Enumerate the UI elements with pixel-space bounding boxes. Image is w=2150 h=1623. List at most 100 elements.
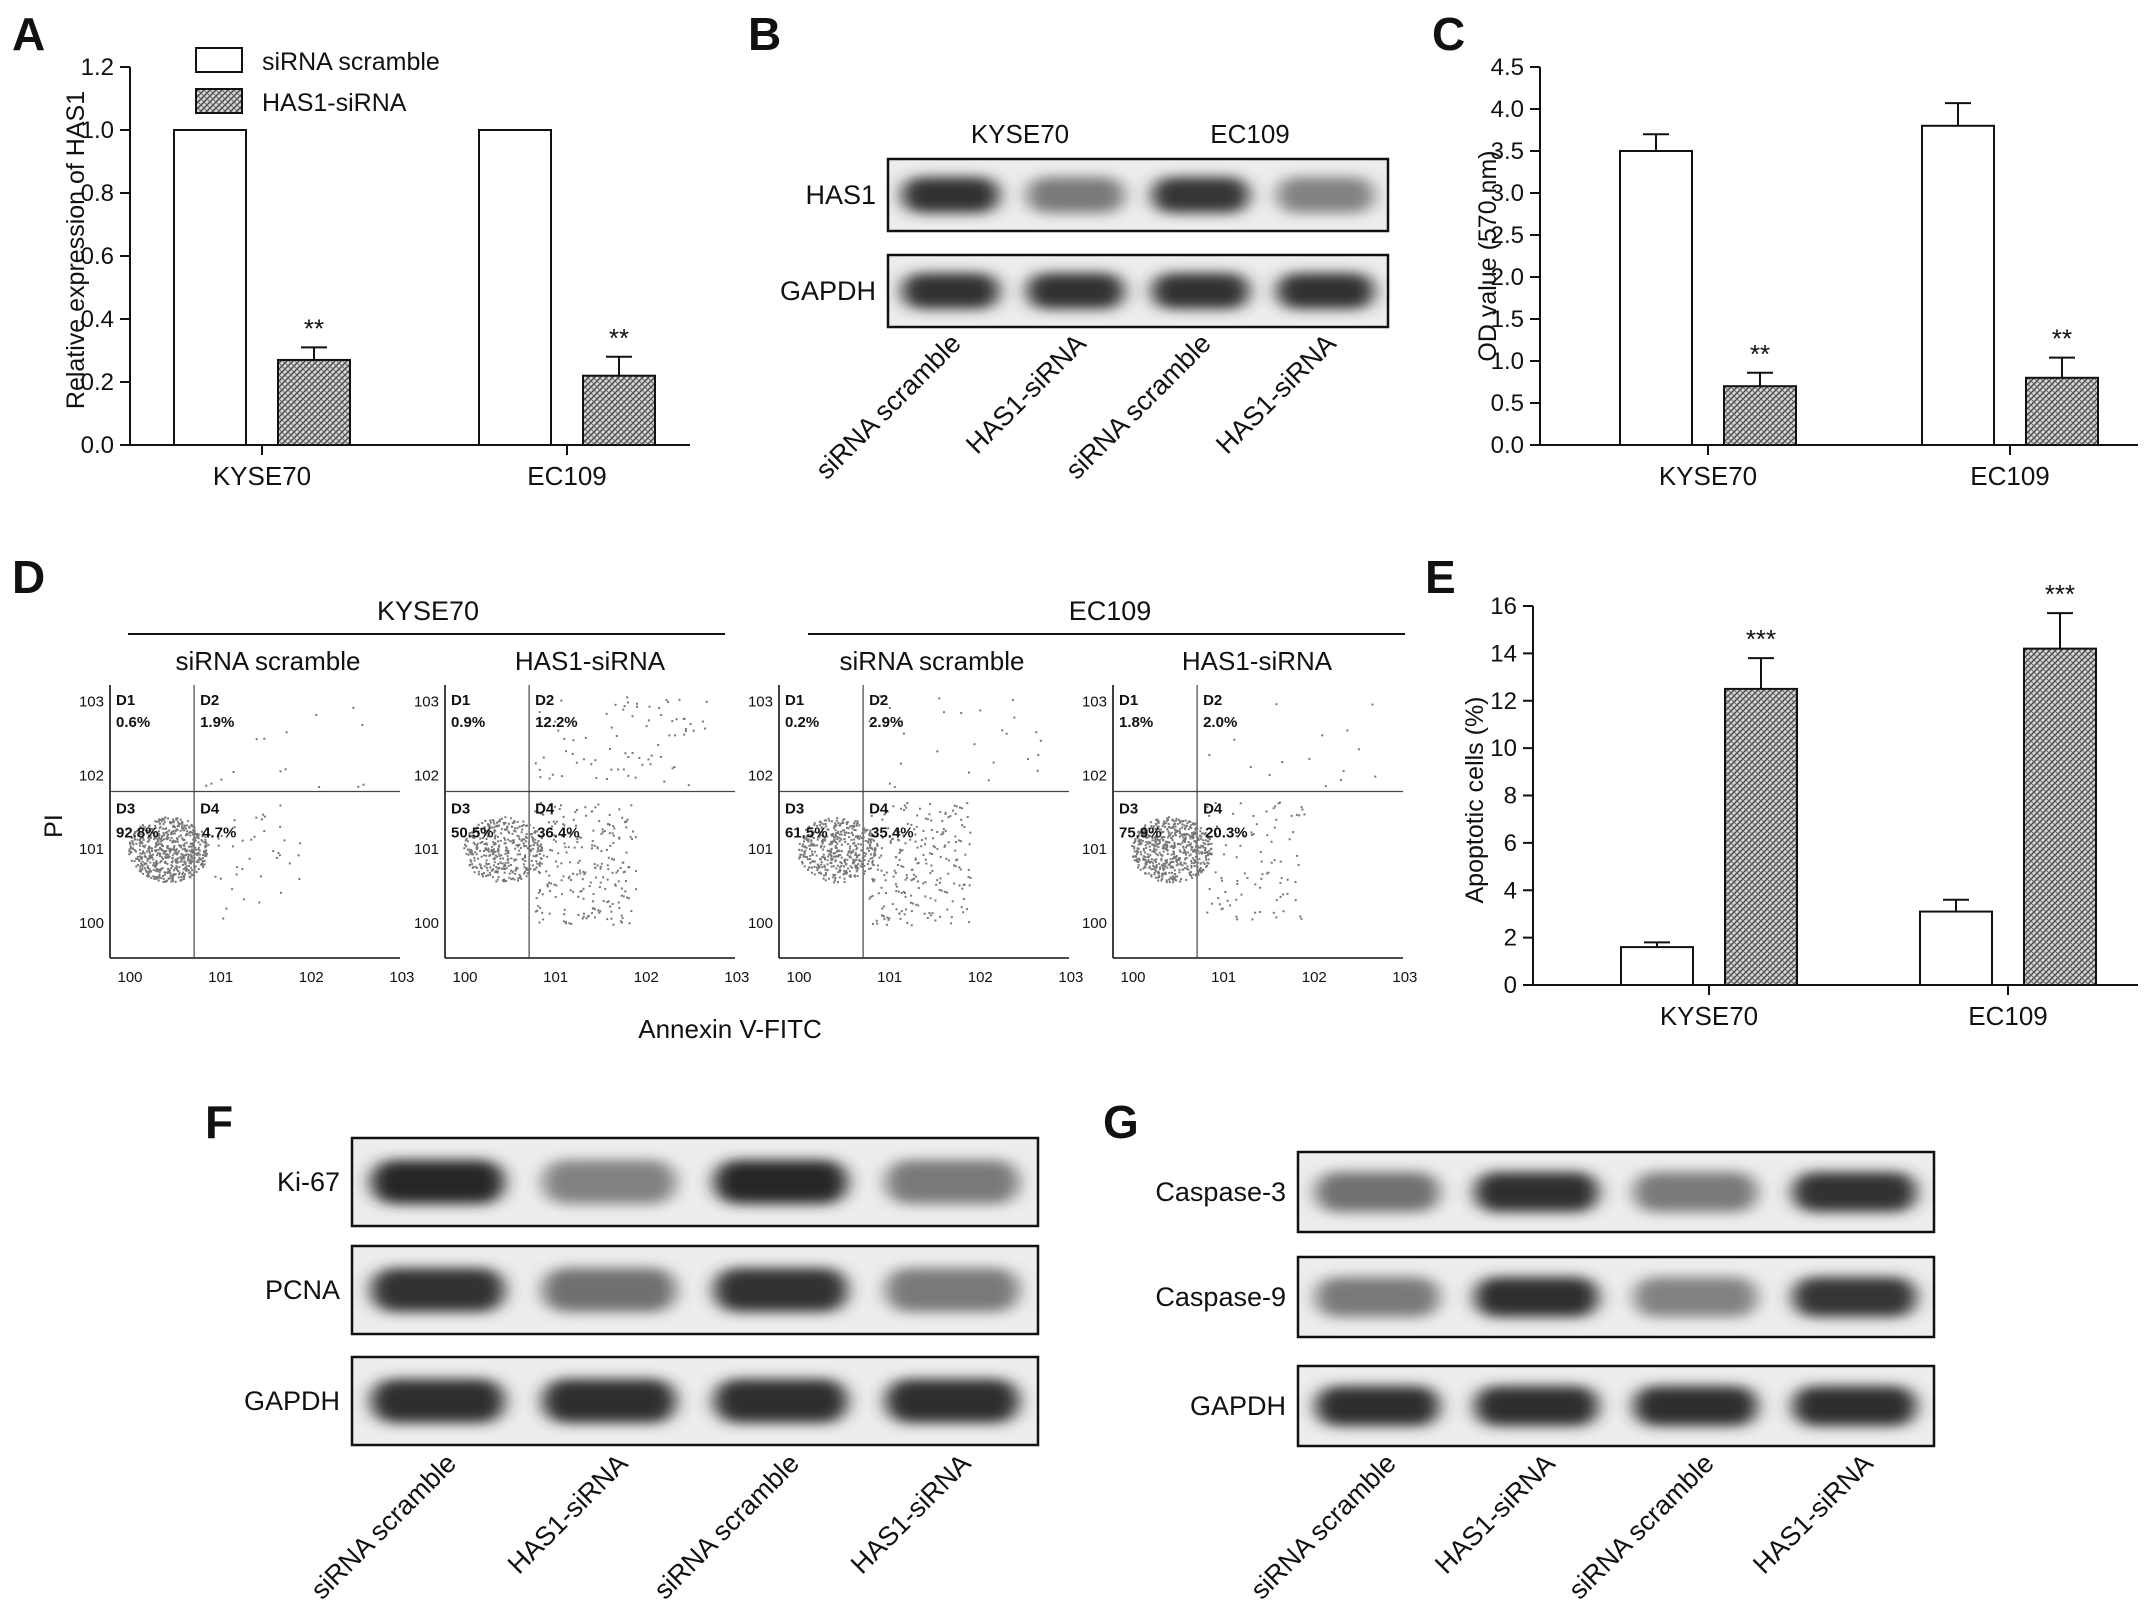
flow-event — [492, 864, 495, 867]
flow-event — [612, 825, 615, 828]
flow-x-tick-label: 101 — [1211, 969, 1236, 986]
flow-event — [504, 842, 507, 845]
flow-event — [885, 923, 888, 926]
flow-event — [1157, 846, 1160, 849]
flow-event — [155, 859, 158, 862]
flow-event — [626, 818, 629, 821]
flow-event — [816, 863, 819, 866]
flow-event — [159, 853, 162, 856]
flow-event — [803, 865, 806, 868]
y-axis-label-d: PI — [40, 814, 68, 838]
flow-event — [924, 858, 927, 861]
flow-event — [1346, 729, 1349, 732]
flow-event — [1161, 867, 1164, 870]
flow-event — [575, 761, 578, 764]
flow-event — [617, 901, 620, 904]
flow-event — [1160, 831, 1163, 834]
flow-event — [160, 860, 163, 863]
quadrant-value: 12.2% — [535, 714, 578, 731]
flow-event — [966, 802, 969, 805]
flow-event — [863, 858, 866, 861]
flow-event — [839, 854, 842, 857]
flow-event — [866, 847, 869, 850]
flow-event — [188, 826, 191, 829]
flow-event — [521, 857, 524, 860]
flow-event — [540, 837, 543, 840]
flow-event — [846, 821, 849, 824]
flow-event — [504, 852, 507, 855]
flow-event — [929, 897, 932, 900]
flow-event — [181, 837, 184, 840]
flow-event — [895, 885, 898, 888]
flow-event — [497, 845, 500, 848]
flow-event — [1275, 899, 1278, 902]
flow-event — [889, 841, 892, 844]
flow-event — [1272, 807, 1275, 810]
quadrant-name: D1 — [1119, 692, 1138, 709]
flow-event — [888, 917, 891, 920]
flow-event — [898, 724, 901, 727]
flow-event — [561, 893, 564, 896]
flow-event — [164, 831, 167, 834]
flow-event — [503, 823, 506, 826]
flow-event — [663, 780, 666, 783]
flow-event — [188, 875, 191, 878]
flow-event — [535, 860, 538, 863]
flow-event — [798, 849, 801, 852]
flow-event — [631, 715, 634, 718]
flow-event — [820, 872, 823, 875]
flow-event — [190, 856, 193, 859]
flow-event — [855, 856, 858, 859]
flow-event — [158, 842, 161, 845]
flow-event — [241, 839, 244, 842]
flow-event — [869, 829, 872, 832]
flow-event — [504, 864, 507, 867]
flow-event — [165, 827, 168, 830]
flow-event — [473, 859, 476, 862]
flow-event — [900, 891, 903, 894]
flow-event — [813, 865, 816, 868]
flow-event — [1176, 822, 1179, 825]
flow-event — [541, 911, 544, 914]
flow-event — [187, 855, 190, 858]
flow-event — [1171, 881, 1174, 884]
flow-event — [1151, 843, 1154, 846]
flow-event — [494, 825, 497, 828]
flow-event — [917, 887, 920, 890]
flow-event — [822, 835, 825, 838]
flow-event — [172, 832, 175, 835]
flow-event — [1144, 866, 1147, 869]
flow-event — [537, 905, 540, 908]
flow-event — [498, 820, 501, 823]
flow-event — [147, 875, 150, 878]
flow-event — [824, 871, 827, 874]
flow-event — [505, 846, 508, 849]
flow-event — [152, 858, 155, 861]
flow-event — [1173, 872, 1176, 875]
flow-event — [188, 858, 191, 861]
flow-event — [1224, 890, 1227, 893]
flow-event — [503, 836, 506, 839]
flow-event — [532, 855, 535, 858]
flow-event — [625, 820, 628, 823]
flow-event — [1169, 862, 1172, 865]
flow-event — [1207, 843, 1210, 846]
blot-band — [885, 1160, 1020, 1204]
flow-event — [930, 864, 933, 867]
flow-event — [962, 911, 965, 914]
flow-event — [515, 866, 518, 869]
flow-event — [839, 861, 842, 864]
flow-event — [812, 860, 815, 863]
flow-event — [146, 829, 149, 832]
flow-event — [492, 841, 495, 844]
flow-event — [1208, 843, 1211, 846]
flow-event — [1154, 870, 1157, 873]
flow-event — [1200, 851, 1203, 854]
flow-event — [1175, 817, 1178, 820]
flow-event — [1186, 867, 1189, 870]
flow-event — [608, 813, 611, 816]
flow-event — [525, 875, 528, 878]
flow-event — [143, 863, 146, 866]
flow-event — [840, 843, 843, 846]
flow-event — [811, 860, 814, 863]
